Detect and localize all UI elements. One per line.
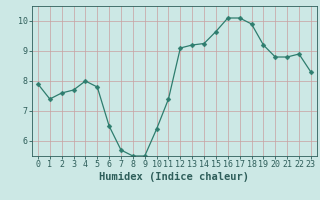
X-axis label: Humidex (Indice chaleur): Humidex (Indice chaleur) [100,172,249,182]
